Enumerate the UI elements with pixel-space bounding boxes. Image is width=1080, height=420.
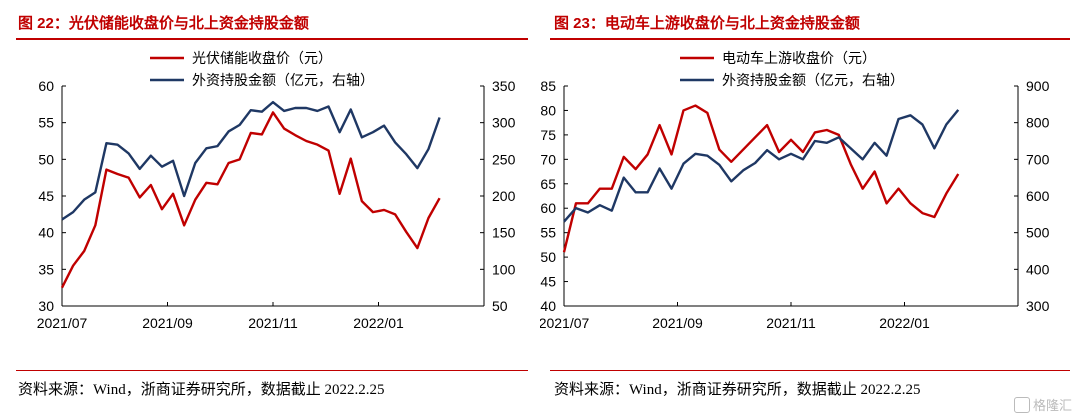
y-left-tick-label: 40 — [38, 225, 54, 241]
y-left-tick-label: 50 — [540, 249, 556, 265]
title-divider — [550, 38, 1070, 40]
legend-label: 外资持股金额（亿元，右轴） — [192, 72, 374, 88]
gelonghui-logo-icon — [1013, 397, 1030, 413]
chart-panel-right: 图 23：电动车上游收盘价与北上资金持股金额 40 45 50 55 60 65 70 75 8… — [540, 0, 1080, 420]
series-line-foreign-holdings — [563, 109, 960, 223]
legend-label: 电动车上游收盘价（元） — [722, 50, 876, 66]
x-tick-label: 2021/07 — [540, 315, 590, 331]
y-right-tick-label: 400 — [1026, 261, 1050, 277]
y-left-tick-label: 55 — [540, 225, 556, 241]
y-left-tick-label: 70 — [540, 151, 556, 167]
x-tick-label: 2021/09 — [652, 315, 703, 331]
y-right-tick-label: 600 — [1026, 188, 1050, 204]
source-divider — [550, 370, 1070, 371]
y-left-tick-label: 55 — [38, 115, 54, 131]
x-tick-label: 2022/01 — [879, 315, 930, 331]
watermark-text: 格隆汇 — [1032, 398, 1072, 413]
line-chart-ev-upstream: 40 45 50 55 60 65 70 75 80 85 300 400 500 600 700 800 90… — [540, 50, 1050, 331]
y-left-tick-label: 45 — [38, 188, 54, 204]
y-right-tick-label: 900 — [1026, 78, 1050, 94]
y-left-tick-label: 60 — [38, 78, 54, 94]
source-note: 资料来源：Wind，浙商证券研究所，数据截止 2022.2.25 — [554, 382, 921, 398]
title-divider — [16, 38, 528, 40]
y-left-tick-label: 50 — [38, 151, 54, 167]
y-left-tick-label: 60 — [540, 200, 556, 216]
y-left-tick-label: 40 — [540, 298, 556, 314]
x-tick-label: 2021/07 — [37, 315, 88, 331]
legend-label: 光伏储能收盘价（元） — [192, 50, 332, 66]
y-right-tick-label: 200 — [492, 188, 516, 204]
chart-title: 图 23：电动车上游收盘价与北上资金持股金额 — [554, 15, 860, 32]
x-tick-label: 2021/11 — [766, 315, 816, 331]
line-chart-solar-storage: 30 35 40 45 50 55 60 50 100 150 200 250 300 350 2021/0… — [37, 50, 516, 331]
y-left-tick-label: 75 — [540, 127, 556, 143]
source-note: 资料来源：Wind，浙商证券研究所，数据截止 2022.2.25 — [18, 382, 385, 398]
y-right-tick-label: 350 — [492, 78, 516, 94]
chart-panel-left: 图 22：光伏储能收盘价与北上资金持股金额 30 35 40 45 50 55 60 50 10… — [16, 15, 528, 398]
series-line-closing-price — [562, 104, 960, 253]
y-right-tick-label: 100 — [492, 261, 516, 277]
x-tick-label: 2021/09 — [142, 315, 193, 331]
y-left-tick-label: 65 — [540, 176, 556, 192]
watermark: 格隆汇 — [1013, 395, 1072, 414]
y-right-tick-label: 250 — [492, 151, 516, 167]
y-left-tick-label: 85 — [540, 78, 556, 94]
y-left-tick-label: 35 — [38, 261, 54, 277]
y-right-tick-label: 500 — [1026, 225, 1050, 241]
y-left-tick-label: 45 — [540, 274, 556, 290]
y-right-tick-label: 800 — [1026, 115, 1050, 131]
source-divider — [16, 370, 528, 371]
y-left-tick-label: 30 — [38, 298, 54, 314]
series-line-foreign-holdings — [61, 100, 441, 221]
legend-label: 外资持股金额（亿元，右轴） — [722, 72, 904, 88]
y-left-tick-label: 80 — [540, 102, 556, 118]
series-line-closing-price — [60, 111, 441, 289]
x-tick-label: 2022/01 — [353, 315, 404, 331]
y-right-tick-label: 300 — [1026, 298, 1050, 314]
chart-title: 图 22：光伏储能收盘价与北上资金持股金额 — [18, 15, 309, 32]
x-tick-label: 2021/11 — [248, 315, 298, 331]
y-right-tick-label: 50 — [492, 298, 508, 314]
y-right-tick-label: 150 — [492, 225, 516, 241]
y-right-tick-label: 300 — [492, 115, 516, 131]
y-right-tick-label: 700 — [1026, 151, 1050, 167]
